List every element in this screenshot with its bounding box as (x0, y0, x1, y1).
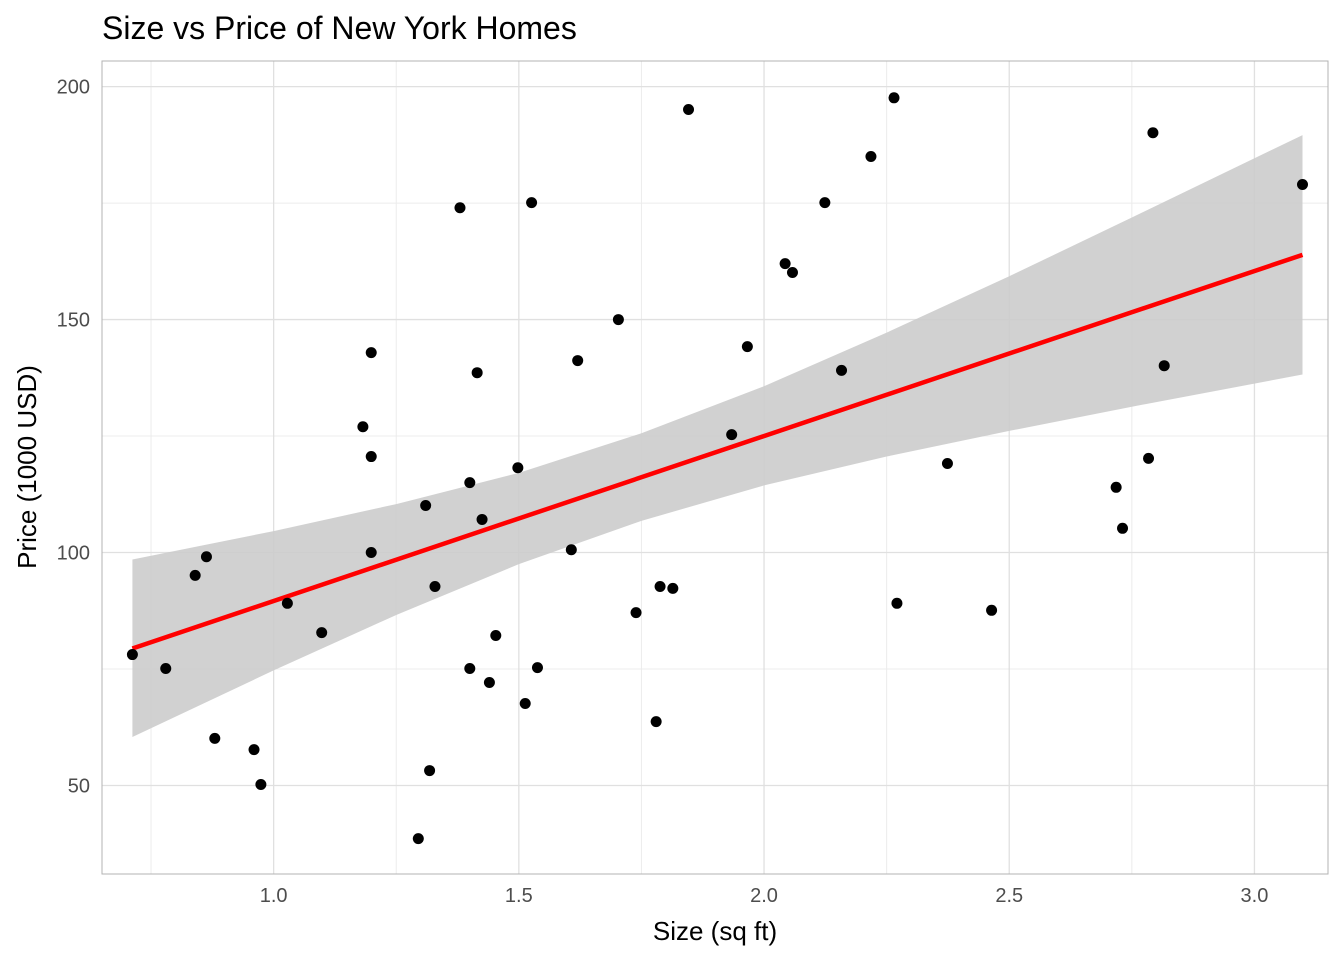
data-point (316, 627, 328, 639)
x-tick-label: 2.0 (750, 885, 778, 907)
tick-labels: 1.0 1.5 2.0 2.5 3.0 50 100 150 200 (57, 77, 1269, 907)
data-point (420, 499, 432, 511)
data-point (365, 347, 377, 359)
data-point (189, 569, 201, 581)
data-point (565, 544, 577, 556)
data-point (630, 607, 642, 619)
data-point (483, 677, 495, 689)
y-axis-label: Price (1000 USD) (12, 365, 42, 569)
x-tick-label: 3.0 (1241, 885, 1269, 907)
data-point (412, 833, 424, 845)
data-point (865, 151, 877, 163)
data-point (429, 581, 441, 593)
data-point (365, 547, 377, 559)
grid (102, 61, 1328, 874)
data-point (1147, 127, 1159, 139)
y-tick-label: 100 (57, 543, 90, 565)
chart-title: Size vs Price of New York Homes (102, 10, 577, 46)
y-tick-label: 50 (68, 775, 90, 797)
confidence-band-group (132, 135, 1303, 738)
data-point (490, 629, 502, 641)
fit-line (131, 252, 1304, 651)
data-point (650, 716, 662, 728)
data-point (1110, 481, 1122, 493)
data-point (891, 597, 903, 609)
data-point (741, 341, 753, 353)
data-point (612, 314, 624, 326)
data-point (1117, 522, 1129, 534)
data-point (365, 451, 377, 463)
data-point (519, 697, 531, 709)
data-point (512, 462, 524, 474)
data-point (526, 197, 538, 209)
data-point (572, 355, 584, 367)
x-tick-label: 1.0 (260, 885, 288, 907)
data-point (281, 597, 293, 609)
x-tick-label: 1.5 (505, 885, 533, 907)
data-point (160, 663, 172, 675)
confidence-band (132, 135, 1303, 738)
data-point (667, 582, 679, 594)
data-point (888, 92, 900, 104)
data-point (726, 429, 738, 441)
y-tick-label: 200 (57, 77, 90, 99)
data-point (476, 513, 488, 525)
data-point (531, 662, 543, 674)
data-point (683, 103, 695, 115)
data-point (454, 202, 466, 214)
data-point (464, 663, 476, 675)
data-point (836, 364, 848, 376)
data-point (464, 477, 476, 489)
data-point (986, 604, 998, 616)
data-point (200, 551, 212, 563)
panel-border (101, 60, 1329, 875)
data-point (471, 367, 483, 379)
fit-line-group (131, 252, 1304, 651)
data-point (357, 421, 369, 433)
data-point (941, 458, 953, 470)
data-point (779, 258, 791, 270)
x-axis-label: Size (sq ft) (653, 916, 777, 946)
data-point (819, 197, 831, 209)
data-point (255, 779, 267, 791)
data-point (1158, 360, 1170, 372)
points-group (126, 92, 1308, 845)
data-point (209, 732, 221, 744)
y-tick-label: 150 (57, 310, 90, 332)
data-point (1296, 178, 1308, 190)
data-point (424, 765, 436, 777)
data-point (126, 649, 138, 661)
data-point (1143, 452, 1155, 464)
data-point (248, 744, 260, 756)
data-point (654, 581, 666, 593)
data-point (786, 267, 798, 279)
x-tick-label: 2.5 (995, 885, 1023, 907)
